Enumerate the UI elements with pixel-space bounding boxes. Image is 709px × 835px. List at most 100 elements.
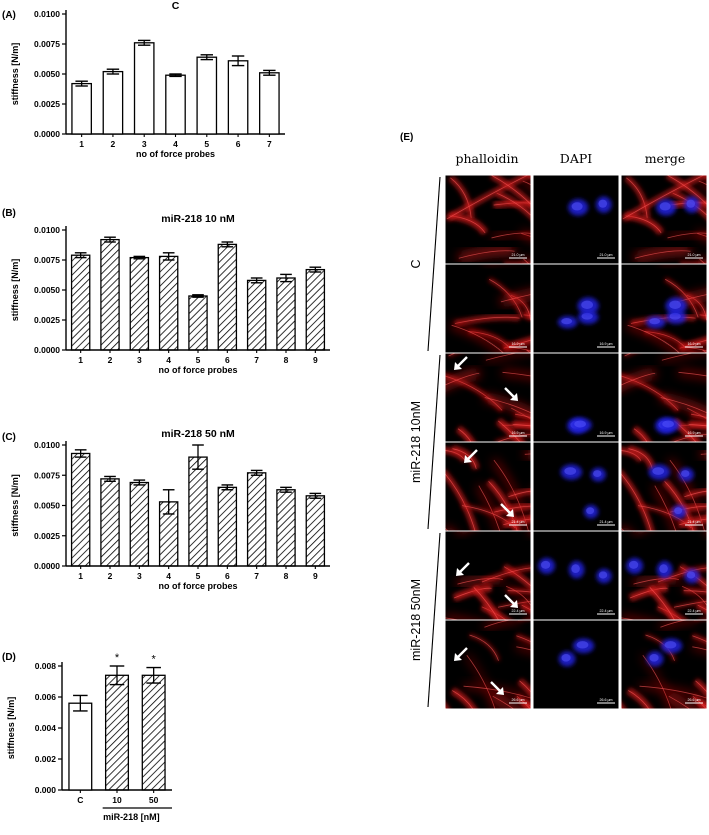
chart-title: miR-218 50 nM — [161, 428, 235, 440]
x-tick-label: 1 — [78, 571, 83, 581]
x-tick-label: 3 — [142, 139, 147, 149]
arrow-icon — [504, 594, 518, 608]
arrow-icon — [464, 449, 478, 463]
error-bar-7 — [250, 469, 263, 476]
scale-bar-label: 22.4 µm — [687, 609, 700, 613]
scale-bar-label: 21.4 µm — [511, 520, 524, 524]
bar-6 — [217, 486, 238, 567]
scale-bar-label: 21.4 µm — [687, 520, 700, 524]
bar-3 — [129, 481, 150, 567]
bar-1 — [70, 452, 91, 567]
column-header-dapi: DAPI — [560, 151, 592, 166]
bar-2 — [100, 478, 120, 567]
panel-label: (E) — [400, 132, 413, 143]
x-tick-label: 8 — [284, 355, 289, 365]
error-bar-6 — [221, 241, 234, 248]
error-bar-3 — [133, 255, 146, 260]
panel-label: (C) — [2, 432, 16, 443]
scale-bar-label: 22.4 µm — [511, 609, 524, 613]
micrograph-merge-row-5: 22.4 µm — [620, 530, 708, 621]
error-bar-4 — [162, 489, 175, 515]
y-tick-label: 0.000 — [35, 785, 57, 795]
x-tick-label: 6 — [225, 355, 230, 365]
x-axis-label: no of force probes — [136, 149, 215, 159]
error-bar-9 — [309, 266, 322, 273]
chart-title: miR-218 10 nM — [161, 213, 235, 225]
micrograph-dapi-row-6: 26.6 µm — [532, 619, 620, 710]
y-tick-label: 0.0050 — [34, 69, 60, 79]
significance-marker: * — [152, 654, 157, 666]
error-bar-4 — [162, 252, 175, 261]
bar-10 — [104, 674, 130, 791]
scale-bar-label: 21.0 µm — [599, 253, 612, 257]
bar-5 — [188, 456, 208, 567]
error-bar-9 — [309, 492, 322, 499]
error-bar-10 — [109, 665, 125, 686]
chart-title: C — [172, 0, 180, 12]
bar-7 — [246, 472, 267, 567]
y-tick-label: 0.0075 — [34, 39, 60, 49]
y-tick-label: 0.0000 — [34, 129, 60, 139]
y-tick-label: 0.0050 — [34, 285, 60, 295]
x-tick-label: 3 — [137, 355, 142, 365]
bar-1 — [70, 254, 91, 351]
error-bar-1 — [74, 449, 87, 458]
error-bar-3 — [133, 479, 146, 486]
error-bar-5 — [192, 444, 204, 470]
scale-bar-label: 21.4 µm — [599, 520, 612, 524]
scale-bar-label: 26.6 µm — [511, 698, 524, 702]
scale-bar-label: 22.4 µm — [599, 609, 612, 613]
y-tick-label: 0.008 — [35, 661, 57, 671]
error-bar-7 — [250, 277, 263, 284]
y-tick-label: 0.006 — [35, 692, 57, 702]
scale-bar-label: 16.9 µm — [687, 342, 700, 346]
x-tick-label: 6 — [225, 571, 230, 581]
y-tick-label: 0.0100 — [34, 9, 60, 19]
chart-3: (C) miR-218 50 nM 0.0000 0.0025 0.0050 0.0075… — [2, 428, 330, 591]
y-tick-label: 0.0050 — [34, 501, 60, 511]
y-tick-label: 0.002 — [35, 754, 57, 764]
scale-bar-label: 16.9 µm — [599, 342, 612, 346]
error-bar-6 — [231, 55, 245, 67]
micrograph-dapi-row-1: 21.0 µm — [532, 174, 620, 265]
scale-bar-label: 21.0 µm — [687, 253, 700, 257]
x-tick-label: 1 — [78, 355, 83, 365]
scale-bar-label: 26.6 µm — [687, 698, 700, 702]
bar-2 — [102, 70, 124, 135]
x-axis-label: miR-218 [nM] — [103, 812, 160, 822]
error-bar-8 — [280, 486, 292, 493]
group-separator — [427, 532, 441, 708]
x-tick-label: 5 — [196, 571, 201, 581]
arrow-icon — [500, 503, 514, 517]
bar-3 — [133, 42, 155, 135]
group-separator — [427, 354, 441, 530]
x-tick-label: 9 — [313, 571, 318, 581]
significance-marker: * — [115, 652, 120, 664]
y-axis-label: stiffness [N/m] — [10, 259, 20, 322]
error-bar-6 — [221, 484, 234, 491]
arrow-icon — [504, 387, 518, 401]
x-tick-label: 4 — [166, 571, 171, 581]
x-tick-label: C — [77, 795, 83, 805]
y-tick-label: 0.0025 — [34, 99, 60, 109]
arrow-icon — [454, 647, 468, 661]
bar-9 — [305, 268, 326, 351]
bar-6 — [217, 243, 238, 351]
y-tick-label: 0.0100 — [34, 225, 60, 235]
y-tick-label: 0.0000 — [34, 561, 60, 571]
micrograph-dapi-row-2: 16.9 µm — [532, 263, 620, 354]
error-bar-1 — [75, 80, 88, 87]
x-tick-label: 7 — [254, 571, 259, 581]
group-separator — [427, 176, 441, 352]
micrograph-dapi-row-5: 22.4 µm — [532, 530, 620, 621]
y-axis-label: stiffness [N/m] — [10, 43, 20, 106]
micrograph-dapi-row-3: 16.9 µm — [532, 352, 620, 443]
bar-3 — [129, 256, 150, 351]
x-tick-label: 1 — [79, 139, 84, 149]
micrograph-merge-row-6: 26.6 µm — [620, 619, 708, 710]
bar-4 — [165, 74, 186, 135]
y-tick-label: 0.0025 — [34, 315, 60, 325]
error-bar-1 — [74, 252, 87, 259]
bar-4 — [158, 255, 179, 351]
